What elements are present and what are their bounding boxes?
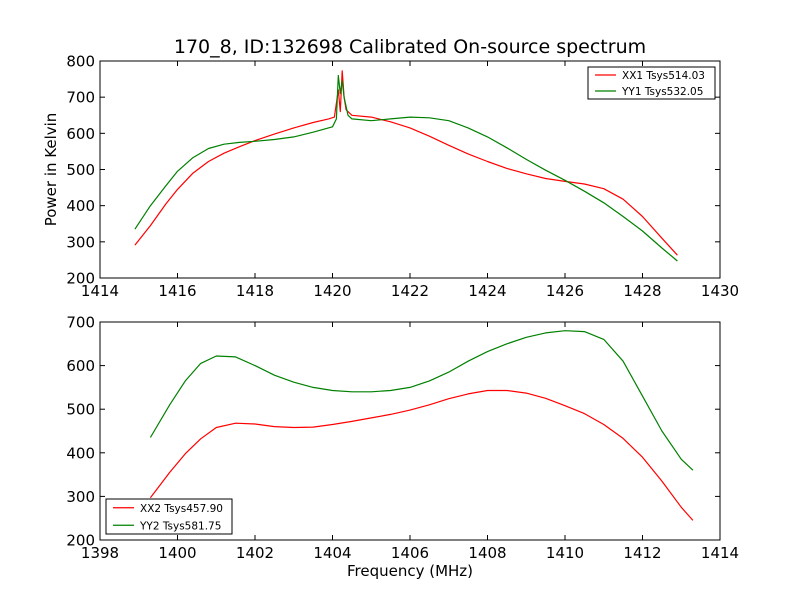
- y-tick-label: 600: [66, 125, 95, 143]
- x-tick-label: 1430: [701, 282, 739, 300]
- series-line-1-2: [134, 74, 678, 262]
- figure-title: 170_8, ID:132698 Calibrated On-source sp…: [174, 36, 646, 58]
- x-tick-label: 1406: [391, 544, 429, 562]
- series-line-1-1: [134, 70, 678, 256]
- x-axis-label: Frequency (MHz): [347, 562, 473, 580]
- x-tick-label: 1400: [158, 544, 196, 562]
- legend-label: YY2 Tsys581.75: [139, 520, 221, 532]
- x-tick-label: 1414: [701, 544, 739, 562]
- legend-label: XX1 Tsys514.03: [622, 70, 705, 82]
- bottom-spectrum-plot: 1398 1400 1402 1404 1406 1408 1410 1412 1414 200 3…: [66, 314, 739, 581]
- y-tick-label: 700: [66, 314, 95, 332]
- legend-label: YY1 Tsys532.05: [621, 86, 703, 98]
- x-tick-label: 1412: [623, 544, 661, 562]
- series-line-2-2: [149, 330, 694, 471]
- y-tick-label: 500: [66, 401, 95, 419]
- legend-box: [105, 498, 233, 535]
- y-tick-label: 300: [66, 488, 95, 506]
- x-tick-label: 1422: [391, 282, 429, 300]
- top-spectrum-plot: 1414 1416 1418 1420 1422 1424 1426 1428 1430 200 3…: [42, 53, 739, 301]
- series-line-2-1: [149, 389, 694, 521]
- legend-box: [587, 66, 716, 100]
- y-tick-label: 200: [66, 270, 95, 288]
- x-tick-label: 1428: [623, 282, 661, 300]
- y-tick-label: 800: [66, 53, 95, 71]
- y-axis-label: Power in Kelvin: [42, 113, 60, 227]
- x-tick-label: 1418: [236, 282, 274, 300]
- y-tick-label: 600: [66, 357, 95, 375]
- x-tick-label: 1398: [81, 544, 119, 562]
- x-tick-label: 1404: [313, 544, 351, 562]
- y-tick-label: 200: [66, 532, 95, 550]
- x-tick-label: 1408: [468, 544, 506, 562]
- y-tick-label: 300: [66, 233, 95, 251]
- x-tick-label: 1420: [313, 282, 351, 300]
- x-tick-label: 1424: [468, 282, 506, 300]
- y-tick-label: 500: [66, 161, 95, 179]
- x-tick-label: 1402: [236, 544, 274, 562]
- y-tick-label: 700: [66, 89, 95, 107]
- y-tick-label: 400: [66, 197, 95, 215]
- legend-label: XX2 Tsys457.90: [140, 503, 223, 515]
- x-tick-label: 1414: [81, 282, 119, 300]
- x-tick-label: 1426: [546, 282, 584, 300]
- y-tick-label: 400: [66, 444, 95, 462]
- x-tick-label: 1416: [158, 282, 196, 300]
- x-tick-label: 1410: [546, 544, 584, 562]
